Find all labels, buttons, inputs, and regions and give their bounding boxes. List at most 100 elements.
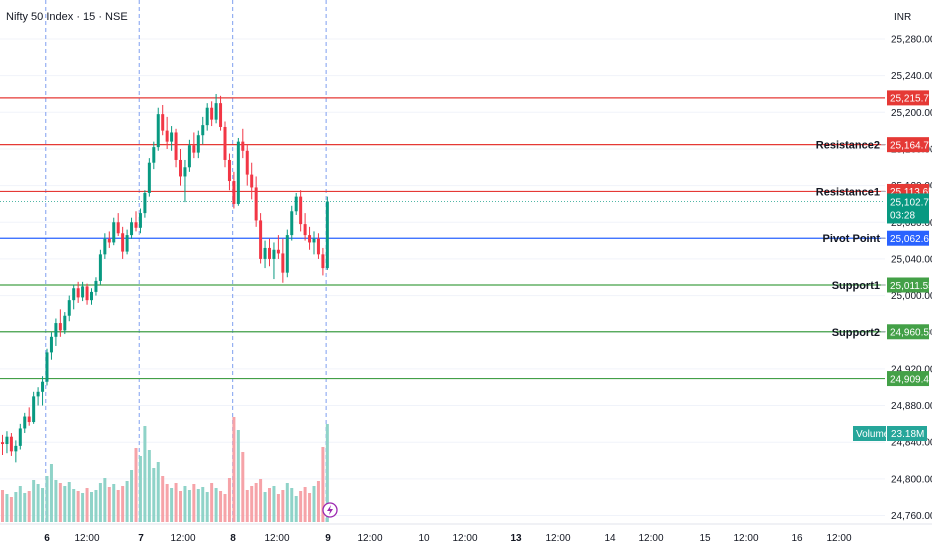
time-tick-label: 12:00	[733, 533, 758, 544]
time-axis[interactable]: 6 12:00 7 12:00 8 12:00 9 12:00 10 12:00 13 12:00 14…	[0, 523, 932, 544]
candle	[14, 440, 18, 463]
candle-body	[259, 220, 263, 259]
level-price-badge: 25,011.55	[887, 277, 932, 293]
candle-body	[5, 436, 9, 445]
volume-bar	[14, 492, 18, 522]
currency-label[interactable]: INR	[894, 12, 911, 23]
candle	[63, 312, 67, 335]
symbol-title[interactable]: Nifty 50 Index · 15 · NSE	[6, 11, 128, 23]
candle	[9, 433, 13, 456]
candle-body	[254, 187, 258, 221]
volume-legend-label: Volume	[856, 429, 890, 440]
volume-bar	[250, 486, 254, 522]
volume-bar	[308, 493, 312, 522]
volume-bar	[147, 450, 151, 522]
volume-legend-label-bg	[853, 426, 886, 441]
volume-bar	[259, 479, 263, 522]
volume-bar	[81, 493, 85, 522]
volume-bar	[290, 488, 294, 522]
volume-bar	[187, 490, 191, 522]
candle-body	[210, 107, 214, 120]
candle	[290, 205, 294, 241]
candle	[130, 217, 134, 239]
volume-bar	[254, 483, 258, 522]
volume-bar	[321, 447, 325, 522]
candle-body	[112, 222, 116, 243]
volume-bar	[294, 496, 298, 522]
candle-body	[36, 391, 40, 397]
time-tick-label: 12:00	[264, 533, 289, 544]
level-badge-value: 25,113.65	[890, 187, 932, 198]
volume-bar	[325, 424, 329, 522]
volume-bar	[23, 493, 27, 522]
volume-bar	[303, 487, 307, 522]
candle	[125, 229, 129, 255]
level-name: Resistance1	[816, 186, 880, 198]
time-tick-label: 6	[44, 533, 50, 544]
volume-bar	[63, 486, 67, 522]
candle	[143, 190, 147, 218]
level-badge-value: 24,909.45	[890, 374, 932, 385]
volume-bar	[36, 484, 40, 522]
candle-body	[152, 147, 156, 163]
volume-bar	[165, 484, 169, 522]
candle	[254, 176, 258, 227]
level-badge-value: 25,011.55	[890, 281, 932, 292]
candle	[321, 247, 325, 276]
candle	[223, 121, 227, 168]
level-name: Resistance2	[816, 140, 880, 152]
candle	[196, 130, 200, 159]
candle	[179, 148, 182, 186]
candle-body	[23, 416, 27, 429]
candle-body	[103, 238, 107, 255]
candle-body	[41, 381, 45, 392]
candle-body	[76, 288, 80, 298]
volume-bar	[316, 481, 320, 522]
candle-body	[321, 254, 325, 269]
volume-bar	[161, 476, 165, 522]
volume-bar	[125, 481, 129, 522]
price-tick-label: 25,240.00	[891, 71, 932, 82]
candle	[236, 137, 240, 206]
candle	[259, 213, 263, 264]
volume-bar	[41, 488, 45, 522]
candle	[107, 231, 111, 248]
candle-body	[130, 222, 134, 236]
replay-lightning-icon[interactable]	[322, 502, 338, 518]
volume-bars	[1, 417, 329, 522]
candle-body	[161, 114, 165, 131]
candle-body	[205, 107, 209, 126]
volume-bar	[156, 462, 160, 522]
level-badge-bg	[887, 324, 929, 340]
candle	[272, 242, 276, 280]
candle-body	[236, 141, 240, 204]
volume-bar	[281, 490, 285, 522]
candle	[121, 226, 125, 259]
candle	[170, 126, 174, 151]
volume-bar	[263, 492, 267, 522]
candle-body	[156, 114, 160, 148]
candle-body	[121, 233, 125, 252]
volume-bar	[121, 486, 125, 522]
volume-bar	[219, 491, 223, 522]
candle	[58, 309, 62, 337]
level-name: Support2	[832, 327, 880, 339]
candle	[32, 391, 36, 424]
candle-body	[116, 222, 120, 234]
candle	[232, 171, 236, 209]
candle-body	[223, 126, 227, 160]
volume-bar	[112, 484, 116, 522]
volume-bar	[227, 478, 231, 522]
volume-bar	[54, 480, 58, 522]
volume-bar	[130, 470, 134, 522]
volume-legend[interactable]: Volume 23.18M	[853, 426, 927, 441]
volume-bar	[58, 483, 62, 522]
level-badge-value: 24,960.50	[890, 328, 932, 339]
candle-body	[201, 125, 205, 136]
candle-body	[179, 159, 182, 177]
time-tick-label: 12:00	[545, 533, 570, 544]
last-price-badge-bg	[887, 193, 929, 224]
time-tick-label: 14	[604, 533, 616, 544]
candle	[276, 235, 280, 259]
